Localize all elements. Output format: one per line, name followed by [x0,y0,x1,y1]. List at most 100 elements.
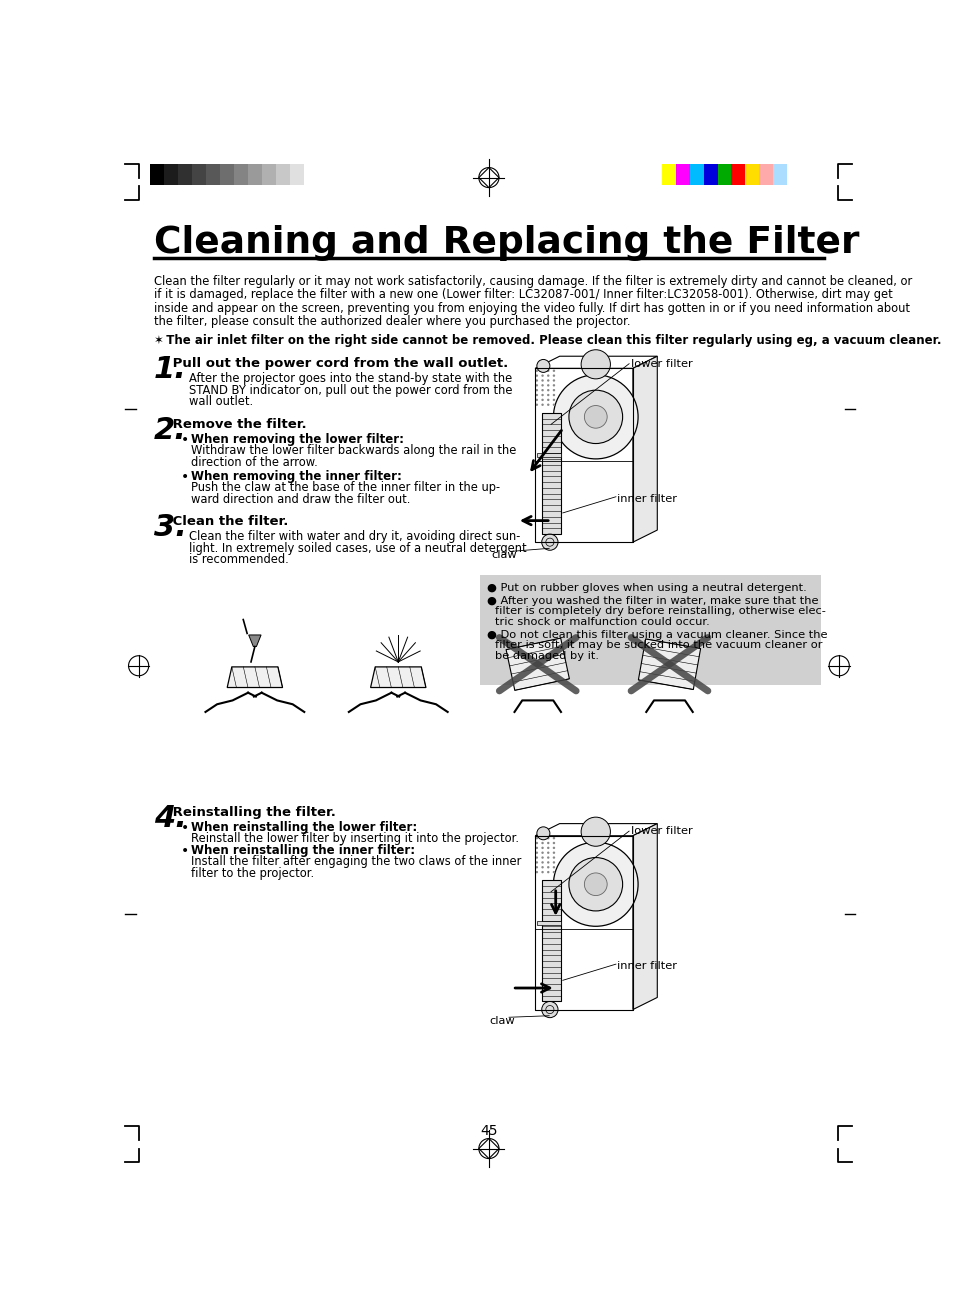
Circle shape [552,852,555,853]
Text: tric shock or malfunction could occur.: tric shock or malfunction could occur. [495,617,709,628]
Circle shape [535,369,537,372]
Circle shape [553,842,638,926]
Circle shape [552,856,555,859]
Circle shape [541,534,558,550]
Circle shape [540,379,543,382]
Text: inside and appear on the screen, preventing you from enjoying the video fully. I: inside and appear on the screen, prevent… [154,302,909,315]
Circle shape [552,369,555,372]
Circle shape [535,871,537,873]
Bar [541,880,560,1002]
Text: filter is soft, it may be sucked into the vacuum cleaner or: filter is soft, it may be sucked into th… [495,641,821,650]
Bar [689,164,703,185]
Text: the filter, please consult the authorized dealer where you purchased the project: the filter, please consult the authorize… [154,315,630,328]
Circle shape [540,861,543,864]
Text: ● Do not clean this filter using a vacuum cleaner. Since the: ● Do not clean this filter using a vacuu… [487,629,827,639]
Bar [675,164,689,185]
Bar [275,164,290,185]
Circle shape [546,374,549,377]
Bar [233,164,248,185]
Circle shape [535,385,537,386]
Circle shape [535,379,537,382]
Circle shape [552,836,555,839]
Bar [703,164,717,185]
Text: inner filter: inner filter [617,961,677,972]
Circle shape [535,399,537,400]
Text: is recommended.: is recommended. [189,553,289,566]
Circle shape [552,403,555,406]
Text: 4.: 4. [154,805,187,834]
Text: claw: claw [489,1016,515,1025]
Circle shape [540,836,543,839]
Circle shape [535,374,537,377]
Circle shape [546,389,549,391]
Circle shape [540,399,543,400]
Text: 2.: 2. [154,416,187,445]
Text: When removing the lower filter:: When removing the lower filter: [191,433,403,446]
Circle shape [540,847,543,850]
Bar [303,164,317,185]
Text: •: • [181,822,190,835]
Circle shape [546,842,549,844]
Circle shape [535,852,537,853]
Circle shape [540,852,543,853]
Circle shape [540,871,543,873]
Text: Reinstalling the filter.: Reinstalling the filter. [168,806,335,819]
Text: •: • [181,433,190,448]
Text: claw: claw [491,550,517,559]
Circle shape [546,403,549,406]
Circle shape [540,403,543,406]
Circle shape [552,871,555,873]
Text: Install the filter after engaging the two claws of the inner: Install the filter after engaging the tw… [191,855,520,868]
Text: •: • [181,844,190,859]
Text: be damaged by it.: be damaged by it. [495,651,598,662]
Circle shape [568,857,622,911]
Text: After the projector goes into the stand-by state with the: After the projector goes into the stand-… [189,373,512,386]
Circle shape [541,1002,558,1018]
Bar [744,164,759,185]
Circle shape [584,873,606,895]
Circle shape [535,389,537,391]
Text: ● Put on rubber gloves when using a neutral detergent.: ● Put on rubber gloves when using a neut… [487,583,806,592]
Text: ● After you washed the filter in water, make sure that the: ● After you washed the filter in water, … [487,596,818,605]
Text: Withdraw the lower filter backwards along the rail in the: Withdraw the lower filter backwards alon… [191,444,516,457]
Text: Reinstall the lower filter by inserting it into the projector.: Reinstall the lower filter by inserting … [191,832,518,846]
Bar [541,412,560,534]
Text: lower filter: lower filter [630,826,692,836]
Text: direction of the arrow.: direction of the arrow. [191,456,317,469]
Bar [164,164,178,185]
Bar [479,575,820,685]
Text: if it is damaged, replace the filter with a new one (Lower filter: LC32087-001/ : if it is damaged, replace the filter wit… [154,289,892,302]
Circle shape [535,836,537,839]
Text: •: • [181,470,190,484]
Circle shape [546,847,549,850]
Circle shape [540,394,543,397]
Circle shape [535,856,537,859]
Circle shape [546,867,549,868]
Circle shape [552,861,555,864]
Polygon shape [506,638,569,691]
Circle shape [535,403,537,406]
Bar [717,164,731,185]
Bar [759,164,773,185]
Text: Remove the filter.: Remove the filter. [168,418,306,431]
Bar [537,920,560,924]
Circle shape [535,394,537,397]
Text: Clean the filter regularly or it may not work satisfactorily, causing damage. If: Clean the filter regularly or it may not… [154,276,911,289]
Circle shape [537,827,549,840]
Bar [773,164,786,185]
Text: Pull out the power cord from the wall outlet.: Pull out the power cord from the wall ou… [168,357,508,370]
Circle shape [553,374,638,460]
Text: filter to the projector.: filter to the projector. [191,867,314,880]
Text: When reinstalling the inner filter:: When reinstalling the inner filter: [191,844,415,857]
Text: light. In extremely soiled cases, use of a neutral detergent: light. In extremely soiled cases, use of… [189,542,526,555]
Circle shape [546,861,549,864]
Bar [661,164,675,185]
Text: Clean the filter.: Clean the filter. [168,515,288,528]
Text: 1.: 1. [154,356,187,385]
Circle shape [535,842,537,844]
Bar [150,164,164,185]
Circle shape [535,861,537,864]
Circle shape [546,394,549,397]
Text: When reinstalling the lower filter:: When reinstalling the lower filter: [191,822,416,834]
Circle shape [552,389,555,391]
